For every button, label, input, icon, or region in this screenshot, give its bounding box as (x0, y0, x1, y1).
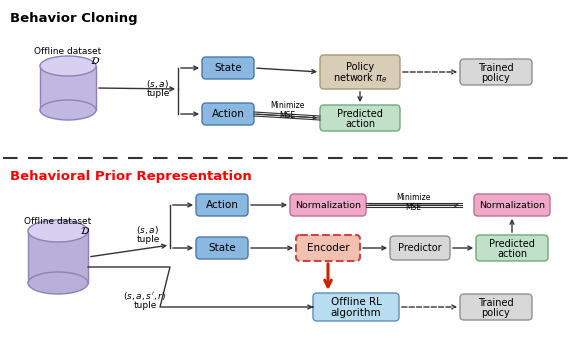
FancyBboxPatch shape (476, 235, 548, 261)
Text: action: action (497, 249, 527, 259)
FancyBboxPatch shape (474, 194, 550, 216)
Text: Offline RL: Offline RL (331, 297, 382, 307)
Ellipse shape (28, 272, 88, 294)
Text: Behavioral Prior Representation: Behavioral Prior Representation (10, 170, 252, 183)
FancyBboxPatch shape (196, 194, 248, 216)
Text: Action: Action (212, 109, 245, 119)
Text: Trained: Trained (478, 63, 514, 73)
Text: $\mathcal{D}$: $\mathcal{D}$ (90, 54, 100, 66)
Text: State: State (214, 63, 242, 73)
Text: $\mathcal{D}$: $\mathcal{D}$ (80, 224, 90, 236)
Text: Minimize: Minimize (396, 192, 430, 202)
Text: Policy: Policy (346, 62, 374, 72)
Text: policy: policy (482, 308, 510, 318)
Text: $(s,a)$: $(s,a)$ (146, 78, 169, 90)
Text: Offline dataset: Offline dataset (34, 48, 102, 56)
Text: Encoder: Encoder (307, 243, 350, 253)
Ellipse shape (40, 100, 96, 120)
Text: $(s,a)$: $(s,a)$ (137, 224, 160, 236)
Text: Predictor: Predictor (398, 243, 442, 253)
Text: Behavior Cloning: Behavior Cloning (10, 12, 138, 25)
Text: Action: Action (205, 200, 238, 210)
Text: tuple: tuple (133, 302, 157, 310)
FancyBboxPatch shape (390, 236, 450, 260)
FancyBboxPatch shape (196, 237, 248, 259)
Text: Trained: Trained (478, 298, 514, 308)
Text: action: action (345, 119, 375, 129)
Text: policy: policy (482, 73, 510, 83)
FancyBboxPatch shape (202, 57, 254, 79)
Bar (28, 231, 88, 283)
Bar (40, 66, 96, 110)
FancyBboxPatch shape (202, 103, 254, 125)
Text: Predicted: Predicted (489, 239, 535, 249)
Text: Predicted: Predicted (337, 109, 383, 119)
Text: network $\pi_\theta$: network $\pi_\theta$ (333, 71, 387, 85)
Text: Normalization: Normalization (295, 201, 361, 209)
Text: Minimize: Minimize (270, 102, 304, 110)
FancyBboxPatch shape (290, 194, 366, 216)
Text: Offline dataset: Offline dataset (24, 218, 92, 226)
Text: tuple: tuple (146, 88, 170, 98)
FancyBboxPatch shape (320, 105, 400, 131)
Text: State: State (208, 243, 236, 253)
Ellipse shape (28, 220, 88, 242)
FancyBboxPatch shape (460, 59, 532, 85)
FancyBboxPatch shape (460, 294, 532, 320)
FancyBboxPatch shape (320, 55, 400, 89)
Text: MSE: MSE (279, 112, 295, 120)
FancyBboxPatch shape (313, 293, 399, 321)
Text: tuple: tuple (136, 236, 160, 244)
Text: algorithm: algorithm (331, 308, 381, 318)
FancyBboxPatch shape (296, 235, 360, 261)
Ellipse shape (40, 56, 96, 76)
Text: $(s,a,s',r)$: $(s,a,s',r)$ (123, 290, 166, 302)
Text: Normalization: Normalization (479, 201, 545, 209)
Text: MSE: MSE (405, 203, 421, 211)
